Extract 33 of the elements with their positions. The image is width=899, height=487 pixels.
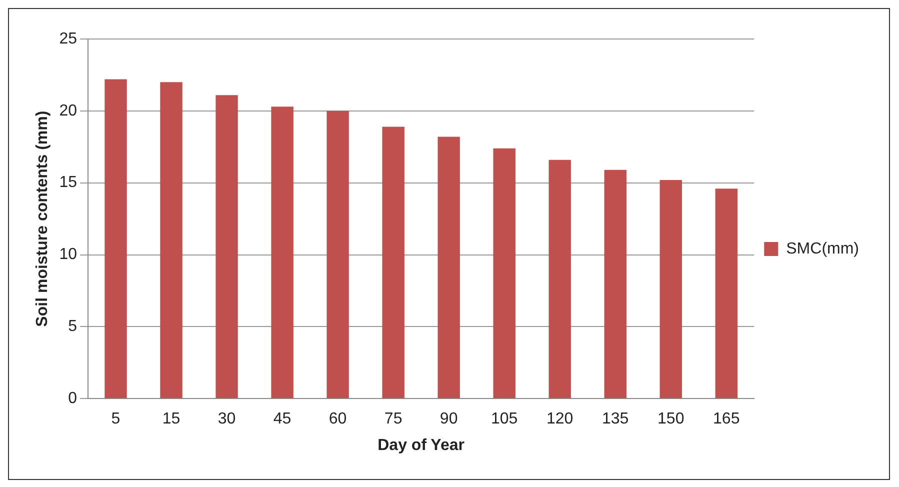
bar: [382, 126, 404, 398]
x-tick-label: 150: [658, 410, 684, 428]
x-tick-label: 15: [162, 410, 180, 428]
x-tick-label: 120: [546, 410, 574, 428]
x-tick-label: 30: [218, 410, 236, 428]
bar: [548, 160, 571, 398]
bar: [104, 79, 127, 398]
bar: [438, 136, 460, 398]
x-tick-label: 45: [273, 410, 292, 428]
bar: [493, 148, 516, 398]
x-tick-label: 105: [490, 410, 518, 428]
y-tick-label: 5: [68, 318, 78, 336]
bar: [271, 106, 294, 398]
bar: [326, 110, 349, 398]
bar: [216, 95, 238, 398]
y-tick-label: 25: [59, 30, 78, 48]
y-tick-label: 0: [68, 390, 78, 408]
x-axis-title: Day of Year: [378, 436, 464, 454]
x-tick-label: 60: [328, 410, 347, 428]
x-tick-label: 75: [384, 410, 402, 428]
y-tick-label: 20: [59, 102, 78, 120]
bar: [715, 188, 738, 398]
bar: [604, 170, 626, 398]
legend-label: SMC(mm): [786, 240, 860, 258]
x-tick-label: 135: [602, 410, 629, 428]
bar: [160, 82, 182, 398]
y-axis-title: Soil moisture contents (mm): [34, 110, 52, 327]
bar: [660, 180, 682, 398]
y-tick-label: 15: [59, 174, 78, 192]
y-tick-label: 10: [59, 246, 78, 264]
x-tick-label: 90: [440, 410, 458, 428]
x-tick-label: 5: [111, 410, 120, 428]
x-tick-label: 165: [713, 410, 740, 428]
